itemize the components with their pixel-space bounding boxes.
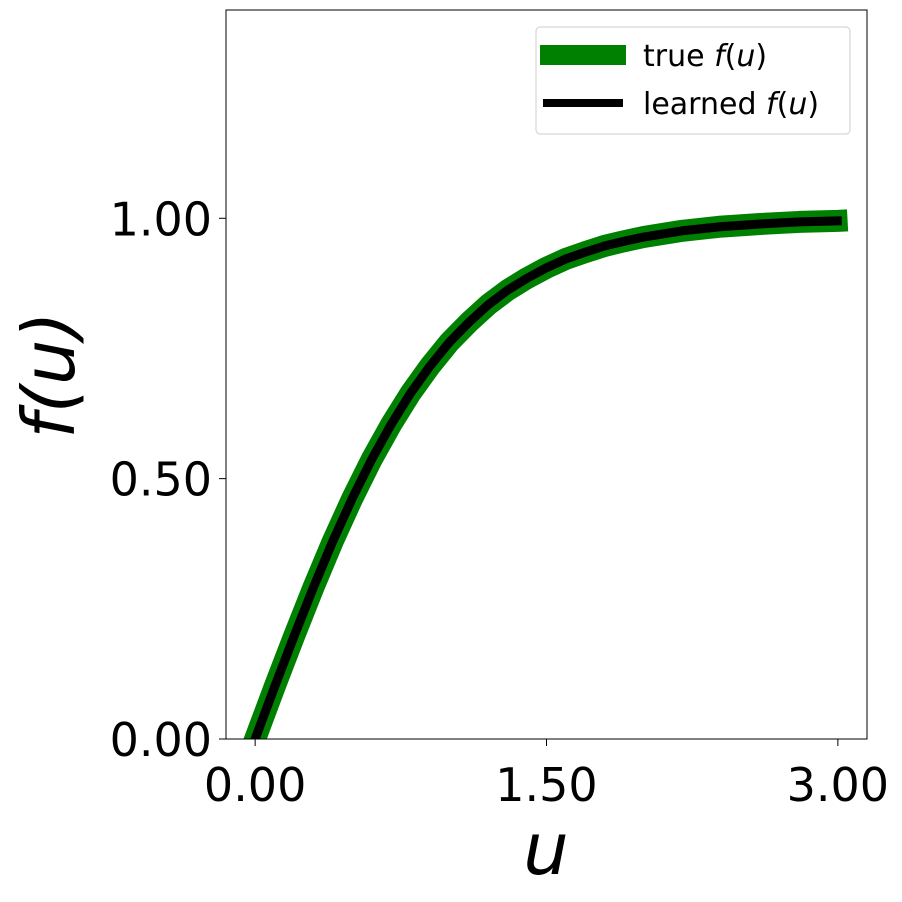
legend-label-learned-close: ) (807, 87, 819, 122)
y-tick-label: 1.00 (110, 192, 212, 246)
legend-label-learned-open: ( (777, 87, 789, 122)
legend-label-true-open: ( (725, 39, 737, 74)
y-tick-label: 0.50 (110, 453, 212, 507)
x-tick-label: 3.00 (787, 758, 889, 812)
legend: true f(u) learned f(u) (535, 26, 851, 135)
legend-label-true-prefix: true (643, 39, 714, 74)
x-tick-label: 1.50 (495, 758, 597, 812)
series-line-learned (250, 216, 843, 739)
legend-label-true: true f(u) (643, 39, 767, 74)
ticks-layer: 0.00 1.50 3.00 0.00 0.50 1.00 (110, 192, 889, 812)
y-tick-label: 0.00 (110, 713, 212, 767)
legend-label-learned: learned f(u) (643, 87, 819, 122)
x-axis-label: u (523, 807, 569, 891)
x-tick-label: 0.00 (204, 758, 306, 812)
series-layer (243, 209, 849, 739)
legend-label-learned-arg: u (788, 87, 807, 122)
y-axis-label: f(u) (7, 311, 91, 438)
legend-label-true-arg: u (736, 39, 755, 74)
legend-label-true-close: ) (755, 39, 767, 74)
legend-label-learned-prefix: learned (643, 87, 766, 122)
